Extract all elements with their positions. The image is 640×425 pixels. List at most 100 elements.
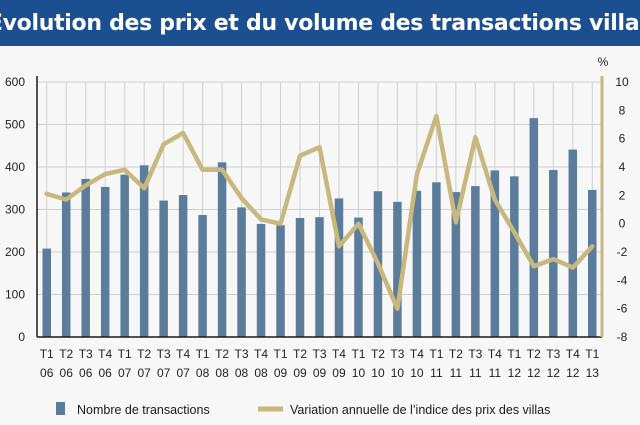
x-tick-year: 08 <box>254 366 268 380</box>
x-tick-quarter: T2 <box>215 347 229 361</box>
bar <box>237 207 246 337</box>
x-tick-year: 13 <box>586 366 600 380</box>
bar <box>471 186 480 337</box>
x-tick-quarter: T1 <box>429 347 443 361</box>
bar <box>432 182 441 337</box>
x-tick-quarter: T2 <box>449 347 463 361</box>
right-tick-label: 6 <box>619 132 626 146</box>
bar-series <box>42 118 597 337</box>
x-tick-year: 12 <box>547 366 561 380</box>
bar <box>412 190 422 337</box>
x-tick-quarter: T4 <box>410 347 424 361</box>
chart-svg: 0 100 200 300 400 500 600 -8 -6 -4 -2 0 2 4 6 8 10% T1 06 T… <box>5 55 629 417</box>
x-tick-year: 08 <box>196 366 210 380</box>
x-tick-quarter: T4 <box>332 347 346 361</box>
right-tick-label: -2 <box>617 245 628 259</box>
bar <box>139 165 149 337</box>
x-tick-quarter: T1 <box>507 347 521 361</box>
bar <box>588 189 597 337</box>
bar <box>315 217 324 337</box>
left-tick-label: 300 <box>5 203 25 217</box>
x-tick-quarter: T1 <box>585 347 599 361</box>
x-tick-quarter: T4 <box>176 347 190 361</box>
x-tick-year: 12 <box>566 366 580 380</box>
right-tick-label: 0 <box>619 217 626 231</box>
x-tick-quarter: T3 <box>79 347 93 361</box>
x-tick-year: 11 <box>489 366 502 380</box>
bar <box>256 223 266 337</box>
bar <box>276 225 285 337</box>
left-tick-label: 500 <box>5 118 25 132</box>
bar <box>334 198 344 337</box>
legend-bar-label: Nombre de transactions <box>77 403 210 417</box>
bar <box>354 217 363 337</box>
bar <box>490 170 500 337</box>
bar <box>159 200 168 337</box>
bar <box>42 248 51 337</box>
x-tick-quarter: T4 <box>254 347 268 361</box>
x-tick-quarter: T1 <box>274 347 288 361</box>
right-tick-label: 8 <box>619 103 626 117</box>
right-tick-label: 4 <box>619 160 626 174</box>
bar <box>178 195 188 337</box>
x-tick-quarter: T1 <box>40 347 54 361</box>
x-tick-quarter: T2 <box>137 347 151 361</box>
x-tick-quarter: T3 <box>546 347 560 361</box>
x-tick-year: 07 <box>157 366 171 380</box>
bar <box>451 192 461 337</box>
right-tick-label: -8 <box>617 330 628 344</box>
x-tick-year: 08 <box>235 366 249 380</box>
bar <box>81 178 90 337</box>
x-tick-quarter: T2 <box>293 347 307 361</box>
x-tick-year: 06 <box>40 366 54 380</box>
bar <box>61 192 71 337</box>
x-tick-quarter: T2 <box>59 347 73 361</box>
x-tick-year: 10 <box>371 366 385 380</box>
x-tick-year: 06 <box>60 366 74 380</box>
x-tick-quarter: T1 <box>196 347 210 361</box>
x-tick-quarter: T4 <box>566 347 580 361</box>
x-tick-year: 11 <box>469 366 482 380</box>
x-tick-year: 07 <box>118 366 132 380</box>
right-tick-label: -4 <box>617 273 628 287</box>
bar <box>529 118 539 337</box>
left-tick-label: 100 <box>5 288 25 302</box>
left-tick-label: 600 <box>5 75 25 89</box>
legend-bar-swatch <box>56 402 65 415</box>
bar <box>217 162 227 337</box>
title-bar: Évolution des prix et du volume des tran… <box>0 0 640 46</box>
bar <box>295 218 305 337</box>
tick-labels: 0 100 200 300 400 500 600 -8 -6 -4 -2 0 2 4 6 8 10% T1 06 T… <box>5 55 629 380</box>
x-tick-quarter: T2 <box>527 347 541 361</box>
right-tick-label: 2 <box>619 188 626 202</box>
legend: Nombre de transactions Variation annuelle… <box>56 402 550 417</box>
legend-line-label: Variation annuelle de l’indice des prix … <box>290 403 550 417</box>
x-tick-year: 09 <box>293 366 307 380</box>
x-tick-year: 10 <box>410 366 424 380</box>
right-axis-unit: % <box>598 55 609 69</box>
x-tick-quarter: T4 <box>488 347 502 361</box>
bar <box>393 201 402 337</box>
right-tick-label: -6 <box>617 302 628 316</box>
x-tick-year: 10 <box>352 366 366 380</box>
x-tick-year: 11 <box>450 366 463 380</box>
x-tick-year: 11 <box>430 366 443 380</box>
bar <box>549 169 558 337</box>
x-tick-quarter: T2 <box>371 347 385 361</box>
x-tick-year: 09 <box>332 366 346 380</box>
x-tick-year: 12 <box>527 366 541 380</box>
x-tick-quarter: T1 <box>351 347 365 361</box>
x-tick-year: 10 <box>391 366 405 380</box>
x-tick-year: 07 <box>137 366 151 380</box>
x-tick-quarter: T4 <box>98 347 112 361</box>
left-tick-label: 400 <box>5 160 25 174</box>
line-series <box>44 113 595 311</box>
x-tick-quarter: T3 <box>157 347 171 361</box>
x-tick-year: 06 <box>79 366 93 380</box>
x-tick-year: 09 <box>274 366 288 380</box>
bar <box>100 186 110 337</box>
right-tick-label: 10 <box>615 75 629 89</box>
left-tick-label: 0 <box>18 330 25 344</box>
x-tick-quarter: T3 <box>468 347 482 361</box>
